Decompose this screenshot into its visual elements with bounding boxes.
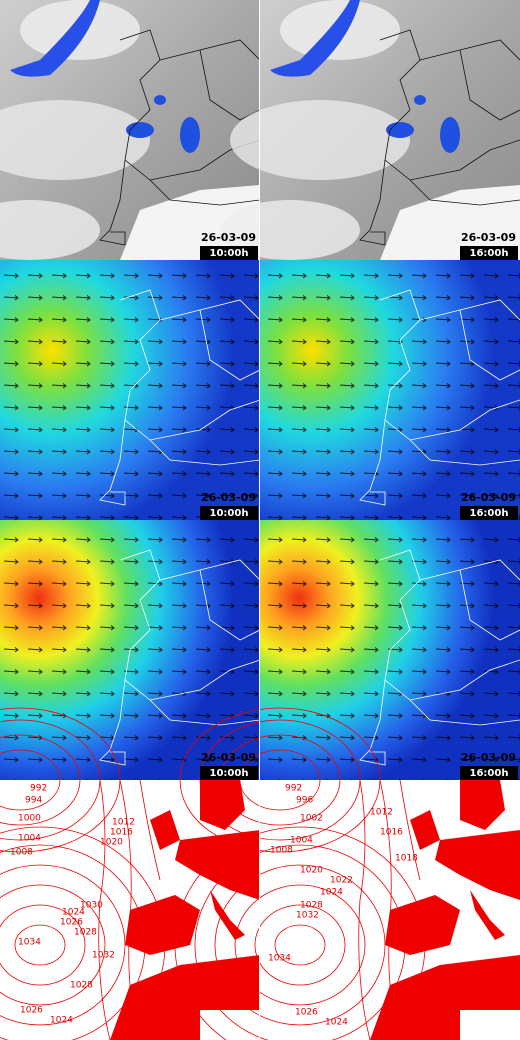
isobar-label: 1030 — [80, 901, 103, 911]
isobar-label: 996 — [296, 796, 313, 806]
isobar-label: 1012 — [112, 818, 135, 828]
isobar-label: 1028 — [70, 981, 93, 991]
time-box — [200, 766, 258, 780]
isobar-label: 994 — [25, 796, 42, 806]
time-label: 16:00h — [470, 768, 509, 779]
isobar-label: 1026 — [295, 1008, 318, 1018]
isobar-label: 992 — [30, 784, 47, 794]
isobar-label: 1018 — [395, 854, 418, 864]
date-label: 26-03-09 — [461, 751, 516, 764]
isobar-label: 1024 — [62, 908, 85, 918]
isobar-label: 1028 — [74, 928, 97, 938]
time-label: 10:00h — [210, 508, 249, 519]
isobar-label: 1028 — [300, 901, 323, 911]
isobar-label: 1000 — [18, 814, 41, 824]
date-label: 26-03-09 — [201, 231, 256, 244]
isobar-label: 1016 — [380, 828, 403, 838]
isobar-label: 1024 — [325, 1018, 348, 1028]
date-label: 26-03-09 — [461, 491, 516, 504]
time-label: 10:00h — [210, 768, 249, 779]
isobar-label: 1022 — [330, 876, 353, 886]
isobar-label: 1012 — [370, 808, 393, 818]
isobar-label: 1034 — [268, 954, 291, 964]
isobar-label: 1002 — [300, 814, 323, 824]
isobar-label: 1034 — [18, 938, 41, 948]
isobar-label: 1004 — [18, 834, 41, 844]
time-label: 16:00h — [470, 248, 509, 259]
isobar-label: 992 — [285, 784, 302, 794]
time-box — [460, 766, 518, 780]
isobar-label: 1020 — [300, 866, 323, 876]
time-box — [200, 246, 258, 260]
date-label: 26-03-09 — [461, 231, 516, 244]
time-box — [460, 246, 518, 260]
isobar-label: 1032 — [296, 911, 319, 921]
isobar-label: 1020 — [100, 838, 123, 848]
isobar-label: 1008 — [270, 846, 293, 856]
time-label: 10:00h — [210, 248, 249, 259]
date-label: 26-03-09 — [201, 491, 256, 504]
time-box — [200, 506, 258, 520]
time-label: 16:00h — [470, 508, 509, 519]
isobar-label: 1024 — [320, 888, 343, 898]
date-label: 26-03-09 — [201, 751, 256, 764]
isobar-label: 1026 — [20, 1006, 43, 1016]
time-box — [460, 506, 518, 520]
wind-row-1 — [0, 260, 520, 520]
isobar-label: 1032 — [92, 951, 115, 961]
isobar-label: 1024 — [50, 1016, 73, 1026]
isobar-label: 1004 — [290, 836, 313, 846]
isobar-label: 1008 — [10, 848, 33, 858]
isobar-label: 1026 — [60, 918, 83, 928]
isobar-label: 1016 — [110, 828, 133, 838]
